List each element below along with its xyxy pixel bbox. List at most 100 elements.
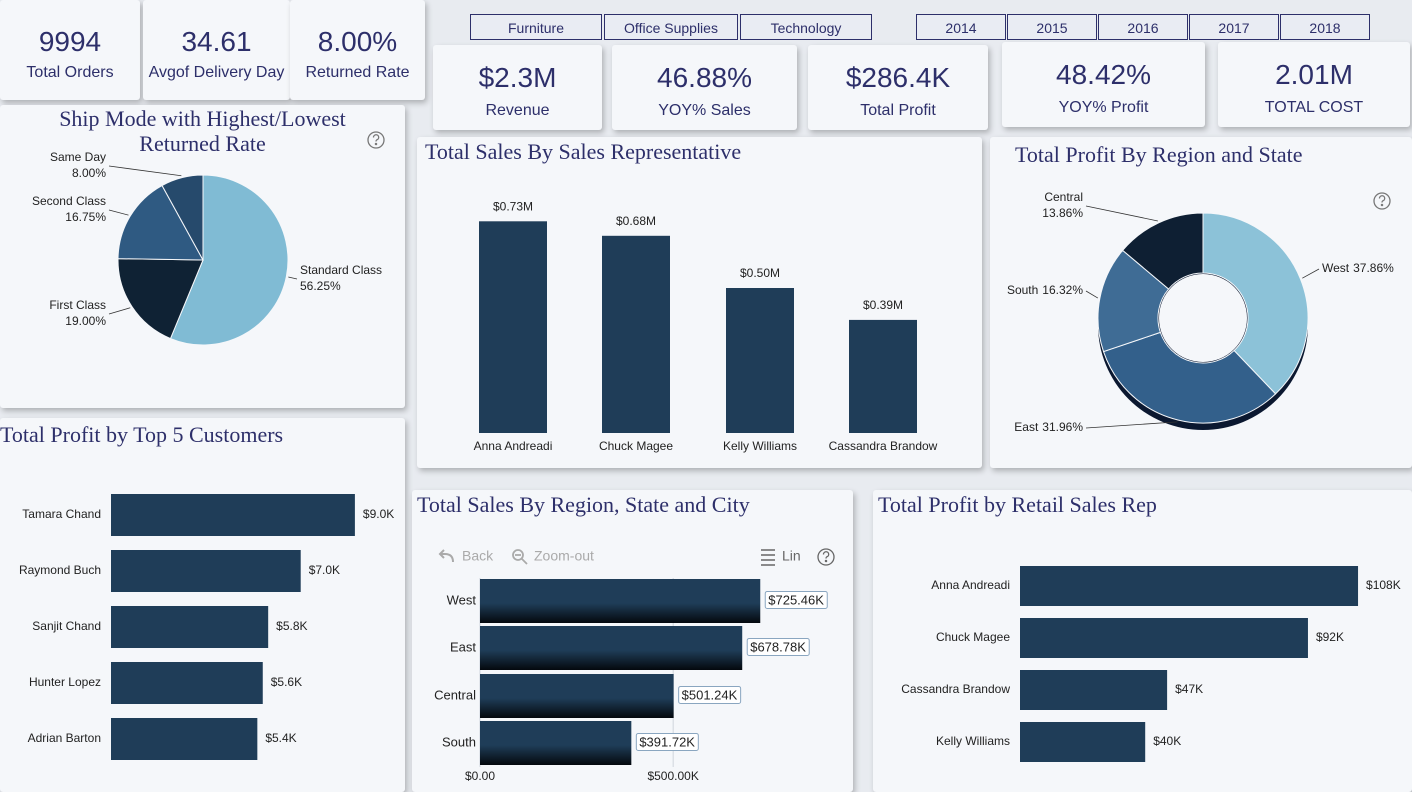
- slice: [117, 258, 204, 340]
- chart-title: Ship Mode with Highest/Lowest Returned R…: [59, 106, 346, 156]
- slice-value-label: 19.00%: [65, 314, 106, 328]
- y-tick-label: Raymond Buch: [19, 563, 101, 577]
- slice-label: West 37.86%: [1322, 261, 1394, 275]
- bar-value-label: $391.72K: [639, 734, 695, 749]
- back-icon[interactable]: [438, 549, 454, 563]
- bar: [480, 579, 761, 623]
- slice-label: First Class: [49, 298, 106, 312]
- leader-line: [1085, 421, 1178, 429]
- kpi-label: YOY% Sales: [658, 102, 751, 119]
- kpi-card: 9994 Total Orders: [0, 0, 140, 100]
- x-tick-label: Cassandra Brandow: [829, 439, 938, 453]
- value-label-box: [635, 732, 699, 751]
- filter-button[interactable]: Furniture: [470, 14, 602, 40]
- slice-label: South 16.32%: [1007, 283, 1083, 297]
- kpi-card: 8.00% Returned Rate: [290, 0, 425, 100]
- kpi-card: $286.4K Total Profit: [808, 45, 988, 130]
- bar-value-label: $5.4K: [265, 731, 296, 745]
- y-tick-label: Sanjit Chand: [32, 619, 101, 633]
- kpi-label: Avgof Delivery Day: [148, 64, 285, 81]
- chart-title: Total Sales By Region, State and City: [417, 492, 750, 517]
- donut-hole: [1159, 274, 1247, 362]
- x-tick-label: Kelly Williams: [723, 439, 797, 453]
- bar: [111, 606, 269, 648]
- slice-value-label: 37.86%: [1353, 261, 1394, 275]
- help-icon[interactable]: [367, 131, 385, 149]
- bar: [1020, 722, 1146, 762]
- zoom-icon[interactable]: [512, 549, 528, 565]
- bar-value-label: $47K: [1175, 682, 1203, 696]
- kpi-value: 48.42%: [1056, 59, 1151, 90]
- list-icon[interactable]: [761, 549, 775, 566]
- leader-line: [1085, 290, 1099, 299]
- bar-value-label: $0.73M: [493, 199, 533, 213]
- help-icon[interactable]: [1373, 192, 1391, 210]
- kpi-value: 34.61: [181, 26, 252, 57]
- bar: [849, 319, 917, 433]
- slice-value-label: 16.75%: [65, 210, 106, 224]
- kpi-card: 2.01M TOTAL COST: [1218, 42, 1410, 127]
- bar: [1020, 566, 1359, 606]
- y-tick-label: East: [450, 639, 476, 654]
- help-icon[interactable]: [817, 548, 835, 566]
- x-tick-label: $0.00: [465, 769, 495, 783]
- kpi-label: Total Profit: [860, 102, 936, 119]
- bar-value-label: $5.8K: [276, 619, 307, 633]
- slice-category: West: [1322, 261, 1350, 275]
- kpi-label: TOTAL COST: [1264, 99, 1364, 116]
- bar-value-label: $40K: [1153, 734, 1181, 748]
- filter-button[interactable]: 2018: [1280, 14, 1370, 40]
- bar: [111, 494, 355, 536]
- y-tick-label: Central: [434, 687, 476, 702]
- kpi-card: 34.61 Avgof Delivery Day: [143, 0, 290, 100]
- bar-value-label: $501.24K: [682, 687, 738, 702]
- slice-label: Same Day: [50, 150, 106, 164]
- bar-value-label: $678.78K: [750, 639, 806, 654]
- leader-line: [108, 165, 182, 177]
- slice: [1202, 212, 1309, 395]
- kpi-label: Returned Rate: [305, 64, 410, 81]
- chart-title: Total Sales By Sales Representative: [425, 139, 742, 164]
- y-tick-label: Hunter Lopez: [29, 675, 101, 689]
- x-tick-label: Chuck Magee: [599, 439, 673, 453]
- bar: [480, 721, 632, 765]
- bar-value-label: $9.0K: [363, 507, 394, 521]
- y-tick-label: Chuck Magee: [936, 630, 1010, 644]
- slice-value-label: 13.86%: [1042, 206, 1083, 220]
- kpi-label: Total Orders: [26, 64, 114, 81]
- bar-value-label: $725.46K: [768, 592, 824, 607]
- bar-value-label: $0.50M: [740, 266, 780, 280]
- leader-line: [1085, 205, 1158, 222]
- toolbar-button: Back: [462, 548, 494, 564]
- x-tick-label: Anna Andreadi: [474, 439, 553, 453]
- slice: [161, 174, 204, 261]
- kpi-value: 46.88%: [657, 62, 752, 93]
- bar: [479, 221, 547, 433]
- toolbar-button: Zoom-out: [534, 548, 594, 564]
- slice: [1121, 212, 1204, 290]
- filter-button[interactable]: Office Supplies: [604, 14, 738, 40]
- bar: [1020, 618, 1308, 658]
- y-tick-label: South: [442, 734, 476, 749]
- chart-title: Total Profit by Retail Sales Rep: [878, 492, 1157, 517]
- kpi-card: 46.88% YOY% Sales: [612, 45, 797, 130]
- slice: [1102, 331, 1277, 424]
- bar-value-label: $108K: [1366, 578, 1401, 592]
- y-tick-label: Adrian Barton: [28, 731, 101, 745]
- x-tick-label: $500.00K: [647, 769, 698, 783]
- kpi-value: 8.00%: [317, 26, 398, 57]
- filter-button[interactable]: 2015: [1007, 14, 1097, 40]
- filter-button[interactable]: 2016: [1098, 14, 1188, 40]
- bar: [1020, 670, 1168, 710]
- filter-button[interactable]: 2014: [916, 14, 1006, 40]
- filter-button[interactable]: Technology: [740, 14, 872, 40]
- slice-value-label: 16.32%: [1042, 283, 1083, 297]
- kpi-label: Revenue: [485, 102, 550, 119]
- bar-value-label: $5.6K: [271, 675, 302, 689]
- bar-value-label: $92K: [1316, 630, 1344, 644]
- filter-button[interactable]: 2017: [1189, 14, 1279, 40]
- bar: [111, 550, 301, 592]
- y-tick-label: Anna Andreadi: [931, 578, 1010, 592]
- leader-line: [1302, 268, 1320, 279]
